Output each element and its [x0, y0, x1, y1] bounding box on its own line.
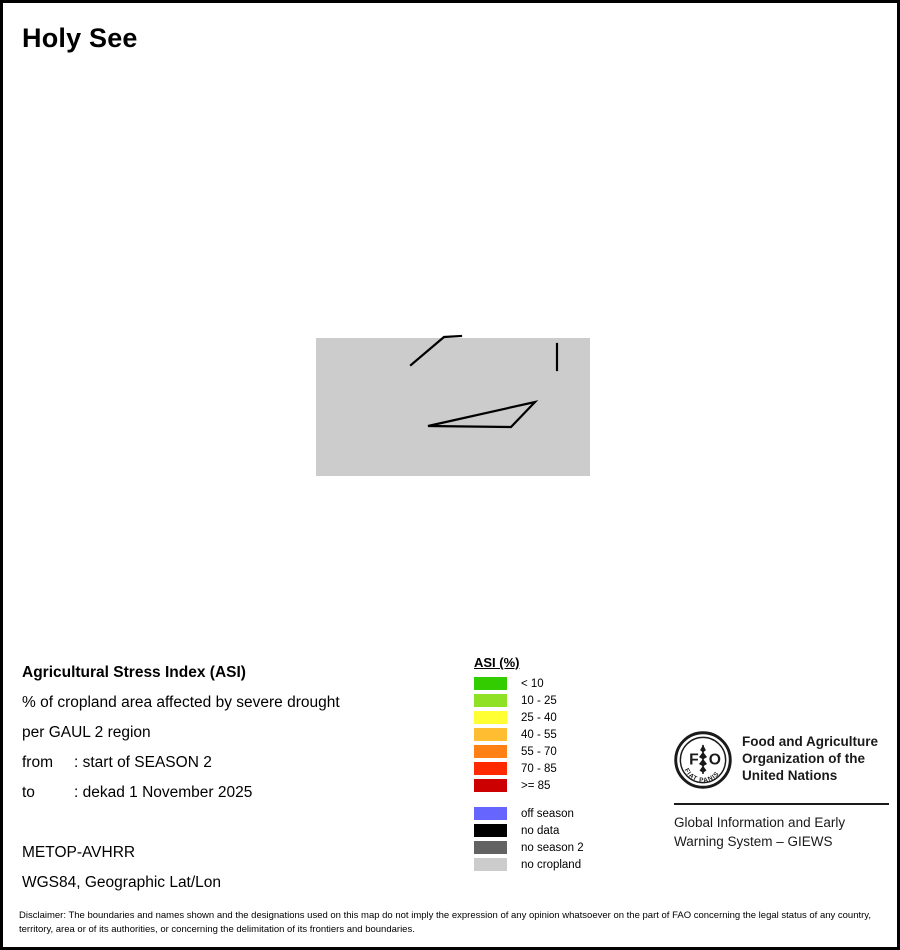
legend-class-row: 55 - 70: [474, 743, 654, 760]
map-region-no-cropland: [316, 338, 590, 476]
caption-subtitle: % of cropland area affected by severe dr…: [22, 694, 340, 711]
legend-class-label: 40 - 55: [521, 728, 557, 741]
map-canvas[interactable]: [6, 63, 896, 633]
legend-class-swatch: [474, 728, 507, 741]
legend-class-row: >= 85: [474, 777, 654, 794]
map-boundary-lines: [409, 334, 559, 429]
legend-class-swatch: [474, 779, 507, 792]
caption-title: Agricultural Stress Index (ASI): [22, 664, 246, 681]
legend-class-list: < 10 10 - 25 25 - 40 40 - 55 55 - 70 70 - 85 >…: [474, 675, 654, 794]
legend-class-swatch: [474, 677, 507, 690]
legend-class-swatch: [474, 711, 507, 724]
boundary-polygon-south: [427, 400, 539, 429]
caption-to-key: to: [22, 784, 35, 801]
giews-line-2: Warning System – GIEWS: [674, 834, 833, 849]
giews-line-1: Global Information and Early: [674, 815, 846, 830]
source-sensor: METOP-AVHRR: [22, 844, 136, 861]
legend-class-row: 25 - 40: [474, 709, 654, 726]
legend-class-label: 10 - 25: [521, 694, 557, 707]
legend-title: ASI (%): [474, 655, 520, 670]
page-title: Holy See: [22, 23, 138, 53]
legend-class-swatch: [474, 745, 507, 758]
source-block: METOP-AVHRR WGS84, Geographic Lat/Lon: [22, 838, 452, 898]
legend-class-label: < 10: [521, 677, 544, 690]
legend-special-row: no season 2: [474, 839, 654, 856]
legend-special-row: no cropland: [474, 856, 654, 873]
legend-special-list: off season no data no season 2 no cropland: [474, 805, 654, 873]
legend-special-label: no cropland: [521, 858, 582, 871]
legend-class-label: 70 - 85: [521, 762, 557, 775]
legend-class-row: < 10: [474, 675, 654, 692]
legend: ASI (%) < 10 10 - 25 25 - 40 40 - 55 55 - 70…: [474, 654, 654, 873]
legend-special-label: no season 2: [521, 841, 584, 854]
caption-from-value: : start of SEASON 2: [74, 754, 212, 771]
fao-emblem-icon: F O FIAT PANIS: [674, 731, 732, 794]
legend-class-label: 25 - 40: [521, 711, 557, 724]
boundary-line-north: [409, 334, 463, 367]
caption-unit: per GAUL 2 region: [22, 724, 151, 741]
legend-special-swatch: [474, 807, 507, 820]
fao-org-line-3: United Nations: [742, 768, 838, 783]
legend-special-swatch: [474, 824, 507, 837]
caption-to-value: : dekad 1 November 2025: [74, 784, 253, 801]
legend-class-swatch: [474, 694, 507, 707]
legend-class-swatch: [474, 762, 507, 775]
legend-special-label: off season: [521, 807, 574, 820]
legend-special-swatch: [474, 858, 507, 871]
legend-special-row: no data: [474, 822, 654, 839]
caption-period-from: from : start of SEASON 2: [22, 748, 452, 778]
legend-special-label: no data: [521, 824, 560, 837]
svg-text:F: F: [689, 752, 699, 769]
fao-org-line-2: Organization of the: [742, 751, 865, 766]
legend-special-row: off season: [474, 805, 654, 822]
fao-org-line-1: Food and Agriculture: [742, 734, 878, 749]
svg-text:O: O: [709, 752, 721, 769]
legend-special-swatch: [474, 841, 507, 854]
fao-divider: [674, 803, 889, 805]
legend-class-row: 70 - 85: [474, 760, 654, 777]
caption-period-to: to : dekad 1 November 2025: [22, 778, 452, 808]
disclaimer-text: Disclaimer: The boundaries and names sho…: [19, 910, 871, 935]
legend-class-label: 55 - 70: [521, 745, 557, 758]
legend-class-row: 10 - 25: [474, 692, 654, 709]
map-graphic: [316, 334, 590, 476]
caption-from-key: from: [22, 754, 53, 771]
fao-organization-name: Food and Agriculture Organization of the…: [742, 731, 878, 784]
source-projection: WGS84, Geographic Lat/Lon: [22, 874, 222, 891]
fao-logo-block: F O FIAT PANIS Food and Agriculture Orga…: [674, 731, 889, 851]
legend-class-row: 40 - 55: [474, 726, 654, 743]
legend-class-label: >= 85: [521, 779, 551, 792]
caption-block: Agricultural Stress Index (ASI) % of cro…: [22, 658, 452, 808]
giews-name: Global Information and Early Warning Sys…: [674, 813, 889, 851]
